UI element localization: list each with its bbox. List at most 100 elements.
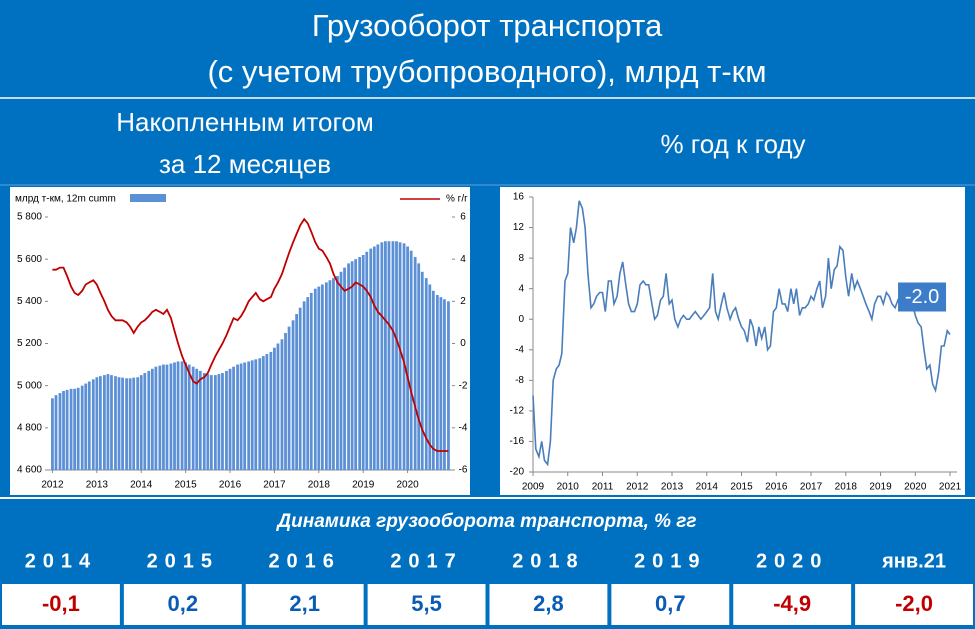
- x-tick-label: 2013: [86, 480, 109, 491]
- x-tick-label: 2009: [522, 482, 545, 493]
- bar: [439, 297, 443, 470]
- bar: [409, 250, 413, 470]
- bar: [324, 282, 328, 470]
- table-value: 2,1: [289, 591, 320, 616]
- right-panel: [500, 187, 965, 495]
- table-header: 2016: [268, 550, 341, 572]
- bar: [347, 263, 350, 470]
- bar: [328, 280, 332, 470]
- bar: [110, 375, 113, 470]
- table-header: 2017: [390, 550, 463, 572]
- bar: [354, 259, 358, 470]
- y-tick-label: 4 800: [17, 422, 42, 433]
- x-tick-label: 2010: [557, 482, 580, 493]
- bar: [284, 332, 287, 470]
- bar: [225, 370, 228, 470]
- table-cell: [733, 584, 852, 625]
- y-tick-label: 5 400: [17, 296, 42, 307]
- y-tick-label: 8: [518, 253, 524, 264]
- y-tick-label: 12: [513, 222, 525, 233]
- table-value: -4,9: [773, 591, 811, 616]
- x-tick-label: 2017: [800, 482, 823, 493]
- line: [52, 217, 449, 452]
- table-cell: [245, 584, 364, 625]
- x-tick-label: 2016: [765, 482, 788, 493]
- line: [532, 200, 951, 467]
- y2-tick-label: 2: [460, 296, 466, 307]
- bar: [169, 363, 173, 470]
- bar: [391, 241, 395, 470]
- bar: [106, 374, 110, 470]
- bar: [198, 370, 202, 470]
- bar: [206, 374, 210, 470]
- x-tick-label: 2016: [219, 480, 242, 491]
- bar: [269, 351, 273, 470]
- x-tick-label: 2015: [730, 482, 753, 493]
- bar: [136, 377, 140, 470]
- bar: [228, 368, 232, 470]
- bar: [306, 297, 310, 470]
- bar: [402, 243, 406, 470]
- table-value: 0,2: [168, 591, 199, 616]
- bar: [76, 387, 80, 470]
- bar: [62, 390, 65, 470]
- table-cell: [855, 584, 973, 625]
- y-tick-label: -12: [510, 406, 525, 417]
- annotation-box: [898, 282, 947, 312]
- bar: [158, 365, 162, 470]
- annotation: -2.0: [905, 286, 939, 308]
- y-tick-label: 5 000: [17, 380, 42, 391]
- x-tick-label: 2018: [835, 482, 858, 493]
- bar: [128, 378, 132, 470]
- bar: [320, 284, 324, 470]
- bar: [51, 398, 54, 470]
- table-value: 5,5: [411, 591, 442, 616]
- bar: [236, 364, 239, 470]
- bar: [117, 377, 121, 470]
- table-cell: [367, 584, 486, 625]
- y-tick-label: -20: [510, 467, 525, 478]
- x-tick-label: 2020: [904, 482, 927, 493]
- y-tick-label: 4 600: [17, 465, 42, 476]
- bar: [350, 261, 354, 470]
- bar: [209, 375, 213, 470]
- x-tick-label: 2011: [592, 482, 614, 493]
- x-tick-label: 2014: [696, 482, 719, 493]
- bar: [376, 244, 380, 470]
- x-tick-label: 2013: [661, 482, 684, 493]
- y2-tick-label: 6: [460, 212, 466, 223]
- bar: [384, 241, 387, 470]
- bar: [121, 377, 124, 470]
- table-cell: [611, 584, 730, 625]
- bar: [261, 356, 265, 470]
- x-tick-label: 2012: [41, 480, 64, 491]
- table-header: 2015: [147, 550, 220, 572]
- bar: [84, 383, 88, 470]
- bar: [406, 246, 409, 470]
- bar: [150, 368, 154, 470]
- bar: [191, 366, 195, 470]
- x-tick-label: 2020: [396, 480, 419, 491]
- bar: [162, 364, 165, 470]
- bar: [54, 395, 58, 470]
- bar: [114, 376, 117, 470]
- bar: [447, 301, 450, 470]
- bar: [273, 347, 276, 470]
- bar: [180, 361, 184, 470]
- y2-tick-label: -2: [459, 380, 468, 391]
- y-tick-label: -8: [515, 375, 524, 386]
- bar: [73, 388, 77, 470]
- bar: [387, 241, 391, 470]
- bar: [139, 375, 143, 470]
- y2-tick-label: -6: [459, 465, 468, 476]
- y-tick-label: 5 200: [17, 338, 42, 349]
- y-tick-label: 0: [518, 314, 524, 325]
- bar: [125, 378, 128, 470]
- bar: [332, 278, 335, 470]
- bar: [395, 241, 398, 470]
- bar: [80, 385, 84, 470]
- x-tick-label: 2012: [626, 482, 649, 493]
- bar: [187, 364, 191, 470]
- bar: [243, 362, 247, 470]
- table-value: -0,1: [42, 591, 80, 616]
